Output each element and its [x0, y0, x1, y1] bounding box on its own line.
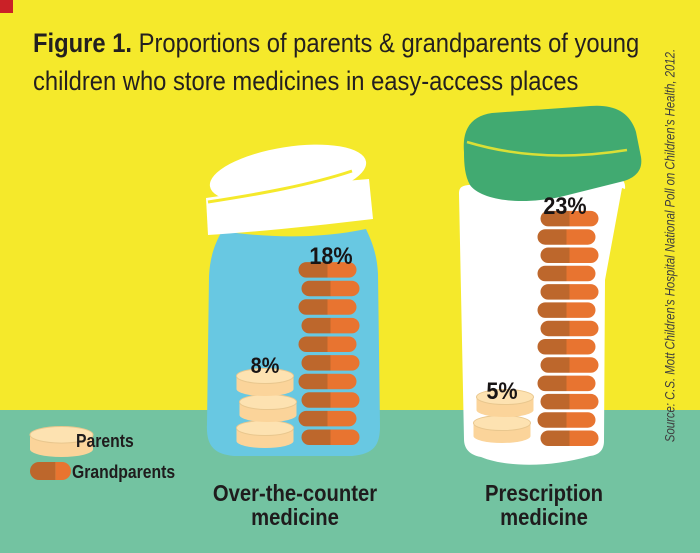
pill-stack-otc-grandparents: [298, 262, 360, 445]
legend-label-parents: Parents: [76, 430, 134, 451]
legend-parents-tablet-icon: [29, 426, 94, 457]
value-label-rx-parents: 5%: [486, 378, 518, 405]
category-label-rx-line1: Prescription: [484, 480, 604, 506]
figure-title-line1: Figure 1. Proportions of parents & grand…: [33, 24, 639, 62]
value-label-rx-grandparents: 23%: [543, 193, 587, 220]
pill-stack-otc-parents: [236, 368, 297, 448]
source-attribution: Source: C.S. Mott Children's Hospital Na…: [662, 48, 678, 443]
category-label-otc-line2: medicine: [251, 504, 339, 530]
figure-title-text: Proportions of parents & grandparents of…: [132, 28, 640, 58]
rx-bottle-cap: [463, 105, 642, 202]
value-label-otc-grandparents: 18%: [309, 243, 353, 270]
brand-red-square: [0, 0, 13, 13]
category-label-rx-line2: medicine: [500, 504, 588, 530]
pill-stack-rx-grandparents: [537, 210, 599, 446]
value-label-otc-parents: 8%: [250, 353, 280, 378]
legend-label-grandparents: Grandparents: [72, 461, 176, 482]
figure-title: Figure 1. Proportions of parents & grand…: [33, 24, 700, 100]
figure-title-line2: children who store medicines in easy-acc…: [33, 66, 579, 96]
rx-cap-seam: [466, 140, 628, 157]
legend-grandparents-capsule-icon: [30, 462, 71, 480]
category-label-otc: Over-the-counter medicine: [189, 481, 400, 529]
pill-stacks-layer: [29, 210, 599, 480]
figure-number: Figure 1.: [33, 28, 133, 58]
pill-stack-rx-parents: [473, 389, 534, 443]
otc-bottle-cap: [209, 144, 367, 204]
category-label-otc-line1: Over-the-counter: [212, 480, 378, 506]
category-label-rx: Prescription medicine: [438, 481, 649, 529]
otc-cap-seam: [207, 169, 353, 204]
